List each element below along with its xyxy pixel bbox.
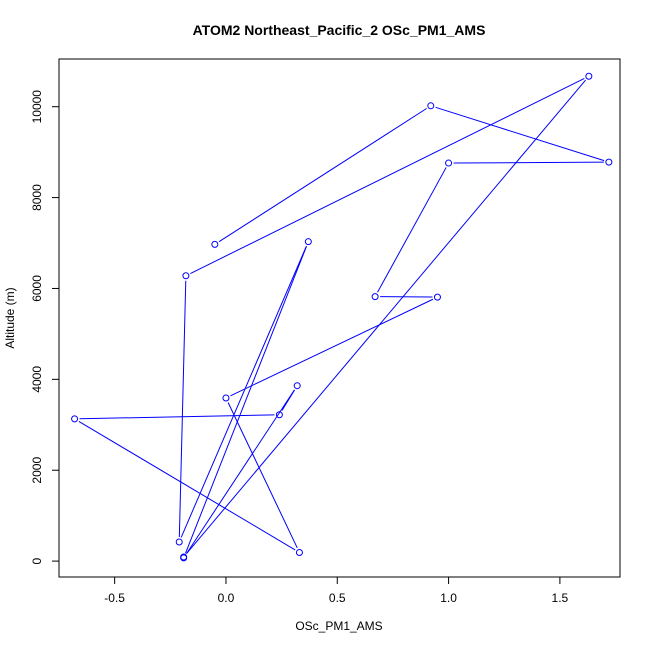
data-point (445, 159, 453, 167)
series-line-segment (180, 246, 307, 538)
x-tick-label: 1.0 (440, 591, 457, 605)
series-line-segment (218, 108, 427, 243)
data-point (585, 72, 593, 80)
x-tick-label: 0.5 (329, 591, 346, 605)
data-point (275, 411, 283, 419)
data-point (211, 240, 219, 248)
y-tick-label: 2000 (30, 457, 44, 484)
x-tick-label: -0.5 (104, 591, 125, 605)
y-axis: 0 2000 4000 6000 8000 10000 (30, 90, 60, 564)
y-tick-label: 10000 (30, 90, 44, 124)
data-point (605, 158, 613, 166)
series-line-segment (78, 420, 296, 551)
x-tick-label: 0.0 (218, 591, 235, 605)
series-line-segment (227, 402, 298, 549)
data-point (293, 382, 301, 390)
series-line-segment (185, 246, 307, 554)
series-line-segment (435, 106, 605, 162)
series-line-segment (377, 167, 447, 293)
plot-frame (58, 58, 621, 578)
data-point (371, 293, 379, 301)
series-line-segment (178, 280, 187, 538)
data-point (427, 102, 435, 110)
y-tick-label: 6000 (30, 275, 44, 302)
data-point (222, 394, 230, 402)
data-point (71, 415, 79, 423)
series-line-segment (230, 298, 434, 397)
x-axis: -0.5 0.0 0.5 1.0 1.5 (104, 576, 569, 605)
y-tick-label: 8000 (30, 184, 44, 211)
data-point (175, 538, 183, 546)
y-tick-label: 0 (30, 557, 44, 564)
y-tick-label: 4000 (30, 366, 44, 393)
series-line-segment (190, 78, 585, 274)
x-tick-label: 1.5 (552, 591, 569, 605)
series-layer (71, 72, 613, 562)
series-line-segment (186, 389, 295, 555)
series-line-segment (453, 161, 604, 164)
data-point (433, 293, 441, 301)
x-axis-label: OSc_PM1_AMS (295, 619, 382, 633)
series-line-segment (79, 414, 275, 420)
data-point (304, 238, 312, 246)
data-point (295, 548, 303, 556)
chart-title: ATOM2 Northeast_Pacific_2 OSc_PM1_AMS (193, 22, 486, 38)
y-axis-label: Altitude (m) (3, 287, 17, 348)
data-point (180, 553, 188, 561)
data-point (182, 272, 190, 280)
series-line-segment (186, 79, 586, 554)
